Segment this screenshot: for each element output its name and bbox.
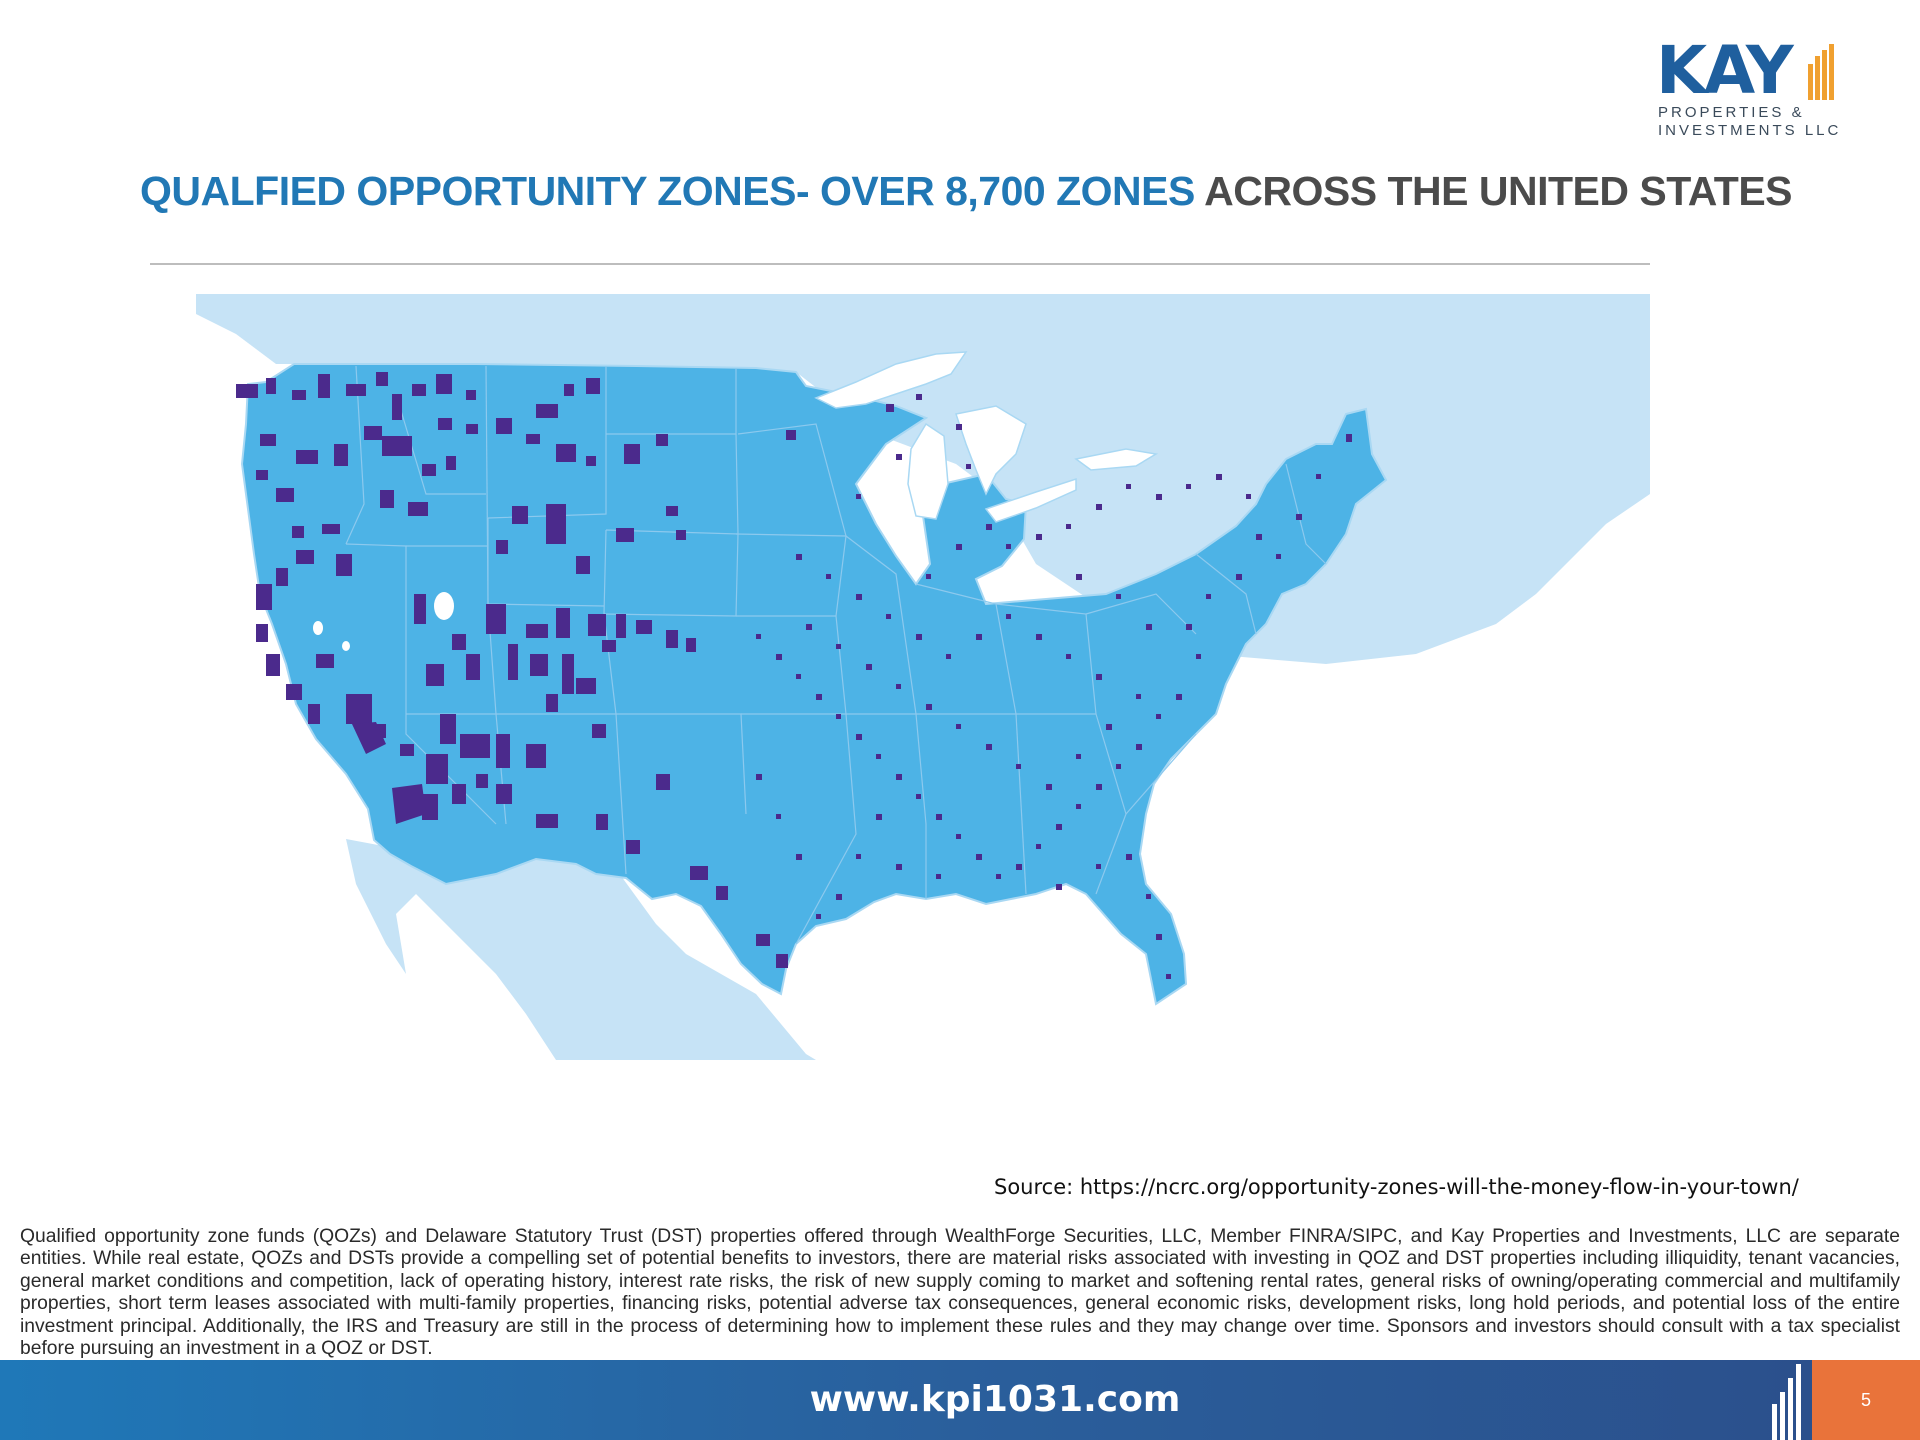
page-number: 5	[1860, 1390, 1871, 1410]
source-citation: Source: https://ncrc.org/opportunity-zon…	[994, 1175, 1799, 1199]
opportunity-zones	[236, 372, 796, 968]
lake-erie	[984, 477, 1077, 523]
title-highlight: QUALFIED OPPORTUNITY ZONES- OVER 8,700 Z…	[140, 168, 1195, 214]
dense-zone-dots	[756, 394, 1352, 979]
title-divider	[150, 263, 1650, 265]
lake-huron	[955, 405, 1027, 496]
great-lakes	[814, 351, 1159, 523]
lake-michigan	[907, 422, 949, 520]
lake-superior	[814, 351, 968, 409]
logo-wordmark: KAY	[1656, 32, 1794, 109]
kay-logo: KAY PROPERTIES & INVESTMENTS LLC	[1650, 38, 1840, 142]
footer-bars-icon	[1772, 1364, 1801, 1440]
small-lake-1	[313, 621, 323, 635]
legal-disclaimer: Qualified opportunity zone funds (QOZs) …	[20, 1226, 1900, 1360]
footer-bar: www.kpi1031.com 5	[0, 1360, 1920, 1440]
slide-title: QUALFIED OPPORTUNITY ZONES- OVER 8,700 Z…	[140, 168, 1820, 215]
small-lake-2	[342, 641, 350, 651]
title-rest: ACROSS THE UNITED STATES	[1194, 168, 1793, 214]
lake-ontario	[1074, 448, 1159, 471]
great-salt-lake	[434, 592, 454, 620]
page-number-box: 5	[1812, 1360, 1920, 1440]
mexico-region	[346, 839, 816, 1060]
logo-subtitle-line1: PROPERTIES &	[1658, 104, 1805, 121]
logo-subtitle-line2: INVESTMENTS LLC	[1658, 122, 1842, 139]
website-link[interactable]: www.kpi1031.com	[809, 1379, 1181, 1420]
opportunity-zones-map	[196, 294, 1650, 1060]
logo-bars-icon	[1808, 44, 1834, 100]
